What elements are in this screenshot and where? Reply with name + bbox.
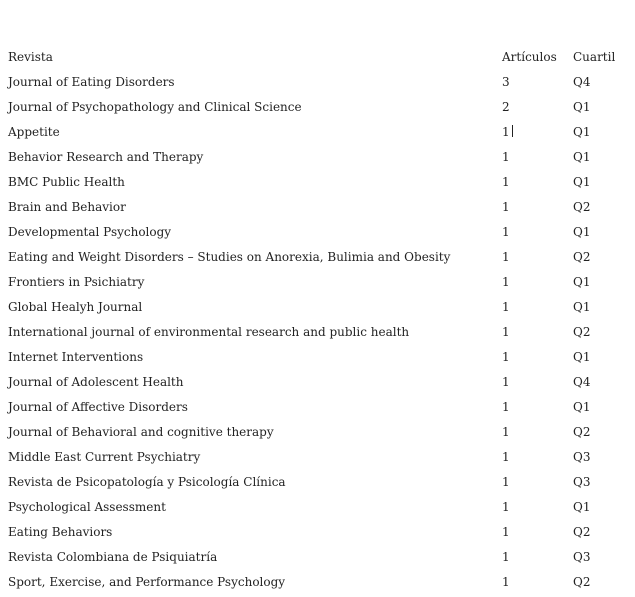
cell-revista[interactable]: Journal of Adolescent Health bbox=[8, 374, 184, 389]
cell-articulos[interactable]: 1 bbox=[502, 299, 510, 314]
cell-articulos[interactable]: 1 bbox=[502, 349, 510, 364]
cell-cuartil[interactable]: Q2 bbox=[573, 424, 591, 439]
cell-revista[interactable]: Revista de Psicopatología y Psicología C… bbox=[8, 474, 286, 489]
table-row: BMC Public Health 1 Q1 bbox=[3, 169, 620, 194]
cell-revista[interactable]: Middle East Current Psychiatry bbox=[8, 449, 201, 464]
table-row: Appetite 1 Q1 bbox=[3, 119, 620, 144]
cell-cuartil[interactable]: Q1 bbox=[573, 124, 591, 139]
cell-cuartil[interactable]: Q4 bbox=[573, 374, 591, 389]
cell-cuartil[interactable]: Q3 bbox=[573, 449, 591, 464]
table-row: Global Healyh Journal 1 Q1 bbox=[3, 294, 620, 319]
cell-articulos[interactable]: 1 bbox=[502, 274, 510, 289]
cell-revista[interactable]: Eating and Weight Disorders – Studies on… bbox=[8, 249, 451, 264]
cell-cuartil[interactable]: Q3 bbox=[573, 549, 591, 564]
cell-cuartil[interactable]: Q2 bbox=[573, 574, 591, 589]
cell-revista[interactable]: Brain and Behavior bbox=[8, 199, 126, 214]
header-revista: Revista bbox=[8, 49, 53, 64]
cell-revista[interactable]: Journal of Behavioral and cognitive ther… bbox=[8, 424, 274, 439]
cell-revista[interactable]: Journal of Eating Disorders bbox=[8, 74, 175, 89]
header-articulos: Artículos bbox=[502, 49, 557, 64]
cell-articulos[interactable]: 1 bbox=[502, 174, 510, 189]
cell-revista[interactable]: Behavior Research and Therapy bbox=[8, 149, 204, 164]
cell-revista[interactable]: Psychological Assessment bbox=[8, 499, 166, 514]
cell-revista[interactable]: Frontiers in Psichiatry bbox=[8, 274, 145, 289]
cell-articulos[interactable]: 2 bbox=[502, 99, 510, 114]
table-row: Psychological Assessment 1 Q1 bbox=[3, 494, 620, 519]
cell-revista[interactable]: International journal of environmental r… bbox=[8, 324, 410, 339]
table-row: Journal of Adolescent Health 1 Q4 bbox=[3, 369, 620, 394]
cell-revista[interactable]: Revista Colombiana de Psiquiatría bbox=[8, 549, 218, 564]
cell-revista[interactable]: Eating Behaviors bbox=[8, 524, 113, 539]
cell-cuartil[interactable]: Q1 bbox=[573, 349, 591, 364]
cell-cuartil[interactable]: Q1 bbox=[573, 274, 591, 289]
table-row: Journal of Affective Disorders 1 Q1 bbox=[3, 394, 620, 419]
cell-revista[interactable]: Sport, Exercise, and Performance Psychol… bbox=[8, 574, 286, 589]
cell-articulos[interactable]: 1 bbox=[502, 524, 510, 539]
cell-articulos[interactable]: 1 bbox=[502, 474, 510, 489]
cell-revista[interactable]: Journal of Psychopathology and Clinical … bbox=[8, 99, 302, 114]
cell-cuartil[interactable]: Q2 bbox=[573, 199, 591, 214]
cell-articulos[interactable]: 1 bbox=[502, 574, 510, 589]
cell-cuartil[interactable]: Q2 bbox=[573, 524, 591, 539]
cell-cuartil[interactable]: Q1 bbox=[573, 499, 591, 514]
header-cuartil: Cuartil bbox=[573, 49, 616, 64]
table-row: Journal of Psychopathology and Clinical … bbox=[3, 94, 620, 119]
cell-articulos[interactable]: 1 bbox=[502, 549, 510, 564]
journals-table: Revista Artículos Cuartil Journal of Eat… bbox=[3, 44, 620, 594]
cell-cuartil[interactable]: Q2 bbox=[573, 249, 591, 264]
cell-articulos[interactable]: 1 bbox=[502, 149, 510, 164]
table-row: Eating and Weight Disorders – Studies on… bbox=[3, 244, 620, 269]
cell-cuartil[interactable]: Q1 bbox=[573, 224, 591, 239]
text-cursor bbox=[511, 124, 513, 137]
cell-cuartil[interactable]: Q1 bbox=[573, 299, 591, 314]
table-row: Developmental Psychology 1 Q1 bbox=[3, 219, 620, 244]
cell-revista[interactable]: Appetite bbox=[8, 124, 60, 139]
table-row: Revista Colombiana de Psiquiatría 1 Q3 bbox=[3, 544, 620, 569]
table-row: Middle East Current Psychiatry 1 Q3 bbox=[3, 444, 620, 469]
table-row: International journal of environmental r… bbox=[3, 319, 620, 344]
cell-revista[interactable]: Journal of Affective Disorders bbox=[8, 399, 188, 414]
cell-articulos[interactable]: 1 bbox=[502, 224, 510, 239]
cell-revista[interactable]: BMC Public Health bbox=[8, 174, 125, 189]
table-row: Eating Behaviors 1 Q2 bbox=[3, 519, 620, 544]
table-row: Sport, Exercise, and Performance Psychol… bbox=[3, 569, 620, 594]
cell-articulos[interactable]: 1 bbox=[502, 199, 510, 214]
cell-articulos[interactable]: 1 bbox=[502, 399, 510, 414]
cell-cuartil[interactable]: Q3 bbox=[573, 474, 591, 489]
cell-revista[interactable]: Developmental Psychology bbox=[8, 224, 172, 239]
cell-articulos[interactable]: 1 bbox=[502, 449, 510, 464]
header-row: Revista Artículos Cuartil bbox=[3, 44, 620, 69]
cell-articulos[interactable]: 1 bbox=[502, 424, 510, 439]
cell-articulos[interactable]: 1 bbox=[502, 499, 510, 514]
cell-articulos[interactable]: 1 bbox=[502, 324, 510, 339]
table-row: Frontiers in Psichiatry 1 Q1 bbox=[3, 269, 620, 294]
table-row: Brain and Behavior 1 Q2 bbox=[3, 194, 620, 219]
table-row: Revista de Psicopatología y Psicología C… bbox=[3, 469, 620, 494]
cell-revista[interactable]: Internet Interventions bbox=[8, 349, 144, 364]
cell-revista[interactable]: Global Healyh Journal bbox=[8, 299, 143, 314]
cell-cuartil[interactable]: Q4 bbox=[573, 74, 591, 89]
cell-articulos[interactable]: 1 bbox=[502, 249, 510, 264]
cell-articulos[interactable]: 1 bbox=[502, 374, 510, 389]
table-row: Journal of Eating Disorders 3 Q4 bbox=[3, 69, 620, 94]
table-row: Journal of Behavioral and cognitive ther… bbox=[3, 419, 620, 444]
cell-articulos[interactable]: 3 bbox=[502, 74, 510, 89]
cell-cuartil[interactable]: Q1 bbox=[573, 399, 591, 414]
cell-cuartil[interactable]: Q2 bbox=[573, 324, 591, 339]
cell-articulos[interactable]: 1 bbox=[500, 119, 568, 144]
table-row: Internet Interventions 1 Q1 bbox=[3, 344, 620, 369]
cell-cuartil[interactable]: Q1 bbox=[573, 174, 591, 189]
table-row: Behavior Research and Therapy 1 Q1 bbox=[3, 144, 620, 169]
cell-cuartil[interactable]: Q1 bbox=[573, 149, 591, 164]
cell-cuartil[interactable]: Q1 bbox=[573, 99, 591, 114]
